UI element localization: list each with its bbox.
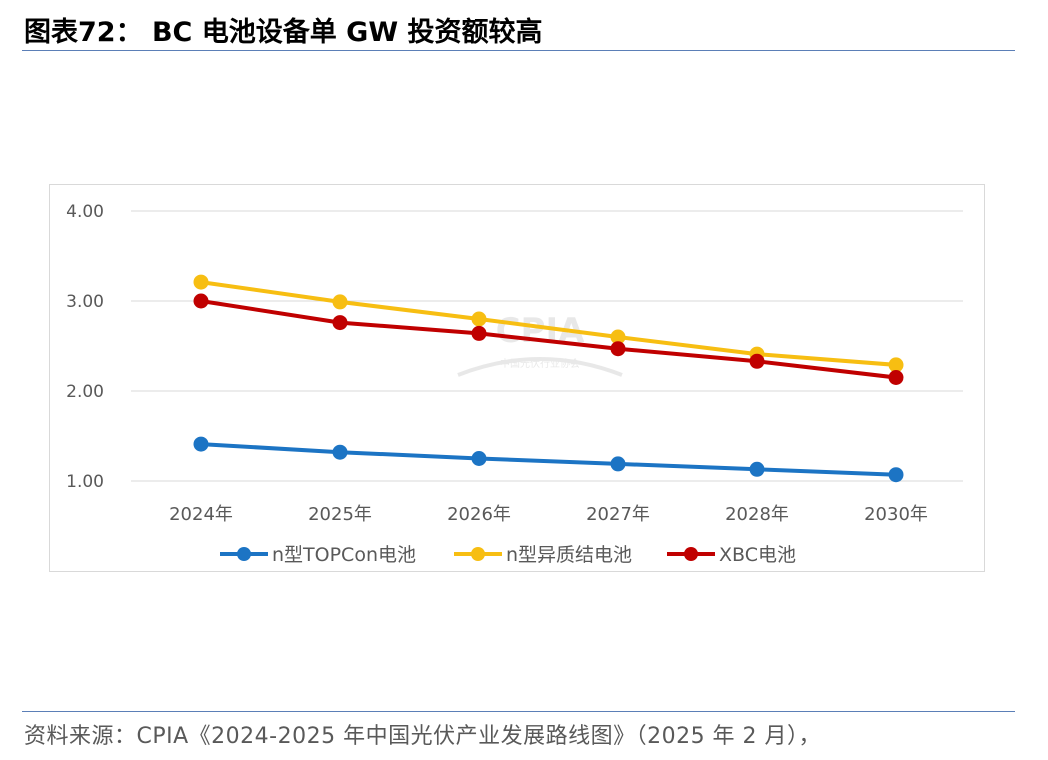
watermark-swoosh <box>457 357 623 377</box>
chart-frame: CPIA 中国光伏行业协会 1.00 2.00 3.00 4.00 2024年 2025年 20… <box>49 184 985 572</box>
watermark-subtext: 中国光伏行业协会 <box>500 357 580 370</box>
data-point <box>888 370 904 385</box>
data-point <box>888 357 904 373</box>
data-point <box>332 315 348 331</box>
legend-label: n型异质结电池 <box>506 544 632 566</box>
legend-label: XBC电池 <box>719 544 796 566</box>
data-point <box>193 293 209 309</box>
source-divider <box>22 711 1015 712</box>
series-line <box>200 299 897 380</box>
y-tick-label: 2.00 <box>66 382 104 402</box>
series-line <box>200 280 897 367</box>
legend-label: n型TOPCon电池 <box>272 544 416 566</box>
series-line <box>200 442 897 477</box>
x-tick-label: 2026年 <box>447 504 511 525</box>
x-tick-label: 2024年 <box>169 504 233 525</box>
y-tick-label: 1.00 <box>66 472 104 492</box>
x-tick-label: 2027年 <box>586 504 650 525</box>
data-point <box>610 456 626 472</box>
source-note: 资料来源：CPIA《2024-2025 年中国光伏产业发展路线图》（2025 年… <box>24 724 822 749</box>
x-tick-label: 2030年 <box>864 504 928 525</box>
data-point <box>332 294 348 310</box>
data-point <box>471 325 487 341</box>
legend-swatch-marker <box>237 547 251 561</box>
title-divider <box>22 50 1015 51</box>
legend-swatch-marker <box>684 547 698 561</box>
x-tick-label: 2025年 <box>308 504 372 525</box>
figure-title: 图表72： BC 电池设备单 GW 投资额较高 <box>24 17 543 48</box>
data-point <box>332 444 348 460</box>
y-tick-label: 3.00 <box>66 292 104 312</box>
data-point <box>471 451 487 466</box>
data-point <box>610 329 626 345</box>
y-tick-label: 4.00 <box>66 202 104 222</box>
data-point <box>888 467 904 483</box>
data-point <box>193 436 209 452</box>
data-point <box>610 341 626 357</box>
legend-swatch-marker <box>471 547 485 561</box>
data-point <box>471 311 487 327</box>
data-point <box>193 274 209 290</box>
data-point <box>749 353 765 369</box>
x-tick-label: 2028年 <box>725 504 789 525</box>
data-point <box>749 461 765 477</box>
